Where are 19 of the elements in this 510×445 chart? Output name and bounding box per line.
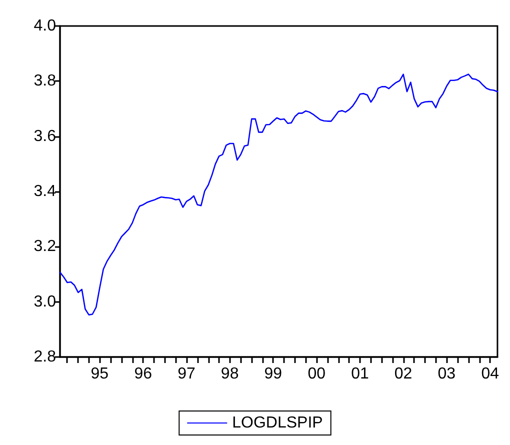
x-tick-label: 99: [264, 366, 282, 382]
y-tick-label: 4.0: [34, 18, 56, 34]
y-tick-label: 3.2: [34, 238, 56, 256]
y-tick-label: 2.8: [34, 348, 56, 366]
legend-label: LOGDLSPIP: [232, 414, 323, 432]
y-tick-label: 3.6: [34, 128, 56, 145]
x-tick-label: 97: [178, 366, 196, 382]
x-tick-label: 03: [438, 366, 456, 382]
x-tick-label: 00: [308, 366, 326, 382]
x-tick-label: 96: [134, 366, 152, 382]
y-tick-label: 3.0: [34, 293, 56, 310]
line-series: [59, 74, 498, 316]
y-tick-label: 3.4: [34, 183, 56, 200]
x-tick-label: 98: [220, 366, 239, 382]
x-tick-label: 02: [394, 366, 412, 382]
x-tick-label: 01: [351, 366, 369, 382]
x-tick-label: 95: [90, 366, 109, 382]
x-tick-label: 04: [481, 366, 500, 382]
y-tick-label: 3.8: [34, 72, 56, 90]
